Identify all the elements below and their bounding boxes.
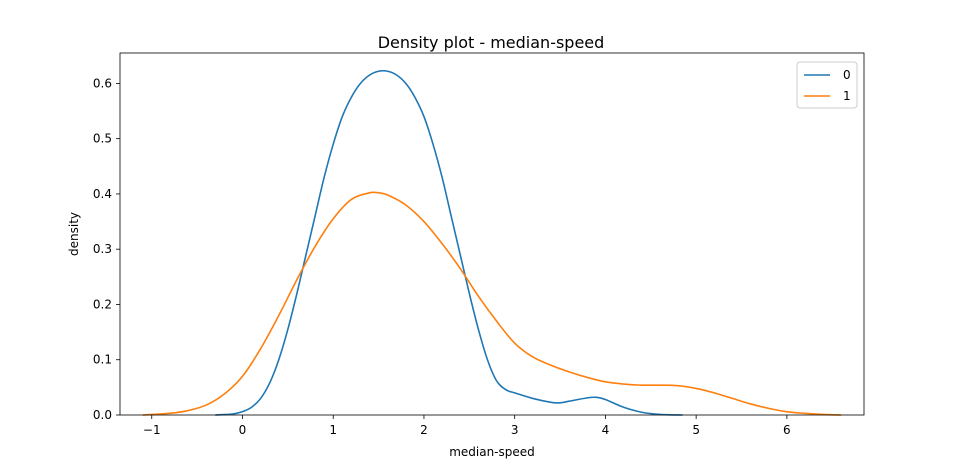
y-tick-label: 0.3 xyxy=(93,242,112,256)
y-tick-label: 0.5 xyxy=(93,132,112,146)
x-tick-label: −1 xyxy=(143,423,161,437)
legend: 01 xyxy=(796,61,858,109)
x-tick-label: 0 xyxy=(239,423,247,437)
x-axis: −1 0 1 2 3 4 5 6 xyxy=(143,415,791,437)
legend-label: 1 xyxy=(843,89,851,103)
x-tick-label: 1 xyxy=(329,423,337,437)
y-tick-label: 0.2 xyxy=(93,297,112,311)
y-axis-label: density xyxy=(67,212,81,256)
series-line-0 xyxy=(215,69,683,416)
plot-frame xyxy=(119,52,865,416)
x-axis-label: median-speed xyxy=(449,445,535,459)
y-tick-label: 0.4 xyxy=(93,187,112,201)
x-tick-label: 2 xyxy=(420,423,428,437)
x-tick-label: 5 xyxy=(692,423,700,437)
plot-area xyxy=(142,69,842,416)
series-line-1 xyxy=(142,191,842,416)
y-tick-label: 0.6 xyxy=(93,76,112,90)
y-axis: 0.0 0.1 0.2 0.3 0.4 0.5 0.6 xyxy=(93,76,120,422)
legend-label: 0 xyxy=(843,68,851,82)
y-tick-label: 0.0 xyxy=(93,408,112,422)
y-tick-label: 0.1 xyxy=(93,353,112,367)
x-tick-label: 3 xyxy=(511,423,519,437)
x-tick-label: 6 xyxy=(783,423,791,437)
chart-title: Density plot - median-speed xyxy=(378,33,605,52)
x-tick-label: 4 xyxy=(602,423,610,437)
